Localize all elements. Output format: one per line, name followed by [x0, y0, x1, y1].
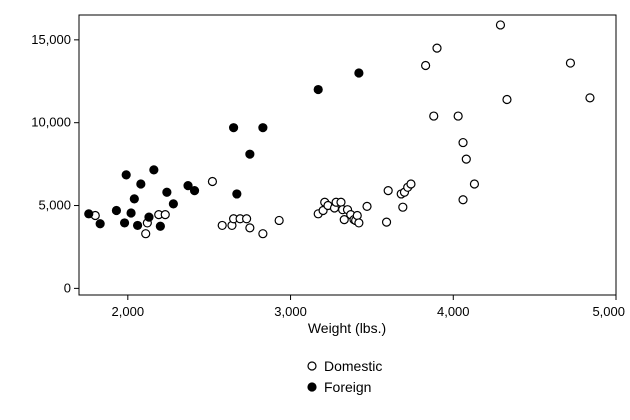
point-foreign [354, 68, 364, 78]
legend-label-foreign: Foreign [324, 379, 371, 395]
point-domestic [245, 223, 255, 233]
point-domestic [398, 202, 408, 212]
point-foreign [136, 179, 146, 189]
point-domestic [381, 217, 392, 227]
point-foreign [183, 181, 193, 191]
x-tick-label: 2,000 [112, 304, 145, 319]
point-domestic [274, 215, 284, 226]
point-domestic [495, 20, 506, 30]
point-domestic [565, 58, 576, 68]
data-points [84, 20, 595, 239]
x-tick-label: 4,000 [437, 304, 470, 319]
point-domestic [336, 197, 346, 207]
point-foreign [121, 170, 131, 180]
point-domestic [453, 111, 463, 121]
point-domestic [406, 179, 416, 189]
point-domestic [160, 210, 170, 220]
point-foreign [228, 123, 239, 133]
x-tick-label: 5,000 [592, 304, 625, 319]
point-foreign [126, 208, 136, 218]
x-axis-title: Weight (lbs.) [308, 320, 386, 336]
point-foreign [189, 186, 200, 196]
point-foreign [119, 218, 130, 228]
x-tick-label: 3,000 [274, 304, 307, 319]
legend: Domestic Foreign [307, 358, 382, 395]
point-domestic [362, 201, 372, 211]
point-foreign [149, 165, 159, 175]
plot-frame [78, 14, 617, 296]
point-foreign [258, 123, 268, 133]
legend-marker-domestic [307, 361, 317, 371]
point-domestic [585, 93, 595, 103]
legend-label-domestic: Domestic [324, 358, 382, 374]
point-foreign [95, 219, 105, 229]
y-tick-label: 0 [64, 280, 71, 295]
point-domestic [461, 154, 471, 164]
point-foreign [129, 194, 139, 204]
point-foreign [168, 199, 178, 209]
point-domestic [469, 179, 480, 189]
point-foreign [111, 205, 122, 216]
point-foreign [245, 149, 255, 159]
y-tick-label: 10,000 [31, 115, 71, 130]
x-axis: 2,000 3,000 4,000 5,000 [112, 295, 625, 319]
point-domestic [242, 214, 252, 224]
point-domestic [421, 60, 431, 71]
point-foreign [132, 220, 143, 231]
point-domestic [354, 218, 364, 228]
y-tick-label: 15,000 [31, 32, 71, 47]
point-foreign [313, 84, 323, 95]
point-domestic [458, 137, 468, 148]
point-foreign [232, 189, 242, 199]
point-domestic [217, 220, 227, 231]
y-tick-label: 5,000 [38, 198, 71, 213]
point-domestic [339, 215, 349, 225]
legend-marker-foreign [307, 382, 317, 392]
point-foreign [155, 221, 165, 231]
point-domestic [258, 229, 268, 239]
point-domestic [141, 229, 151, 239]
point-foreign [144, 212, 154, 222]
point-domestic [432, 43, 442, 53]
point-foreign [84, 209, 94, 219]
point-domestic [352, 210, 362, 221]
point-domestic [502, 94, 512, 105]
point-foreign [162, 187, 172, 197]
point-domestic [207, 176, 218, 187]
point-domestic [458, 195, 468, 205]
point-domestic [429, 111, 439, 121]
point-domestic [383, 186, 393, 196]
y-axis: 0 5,000 10,000 15,000 [31, 32, 79, 295]
